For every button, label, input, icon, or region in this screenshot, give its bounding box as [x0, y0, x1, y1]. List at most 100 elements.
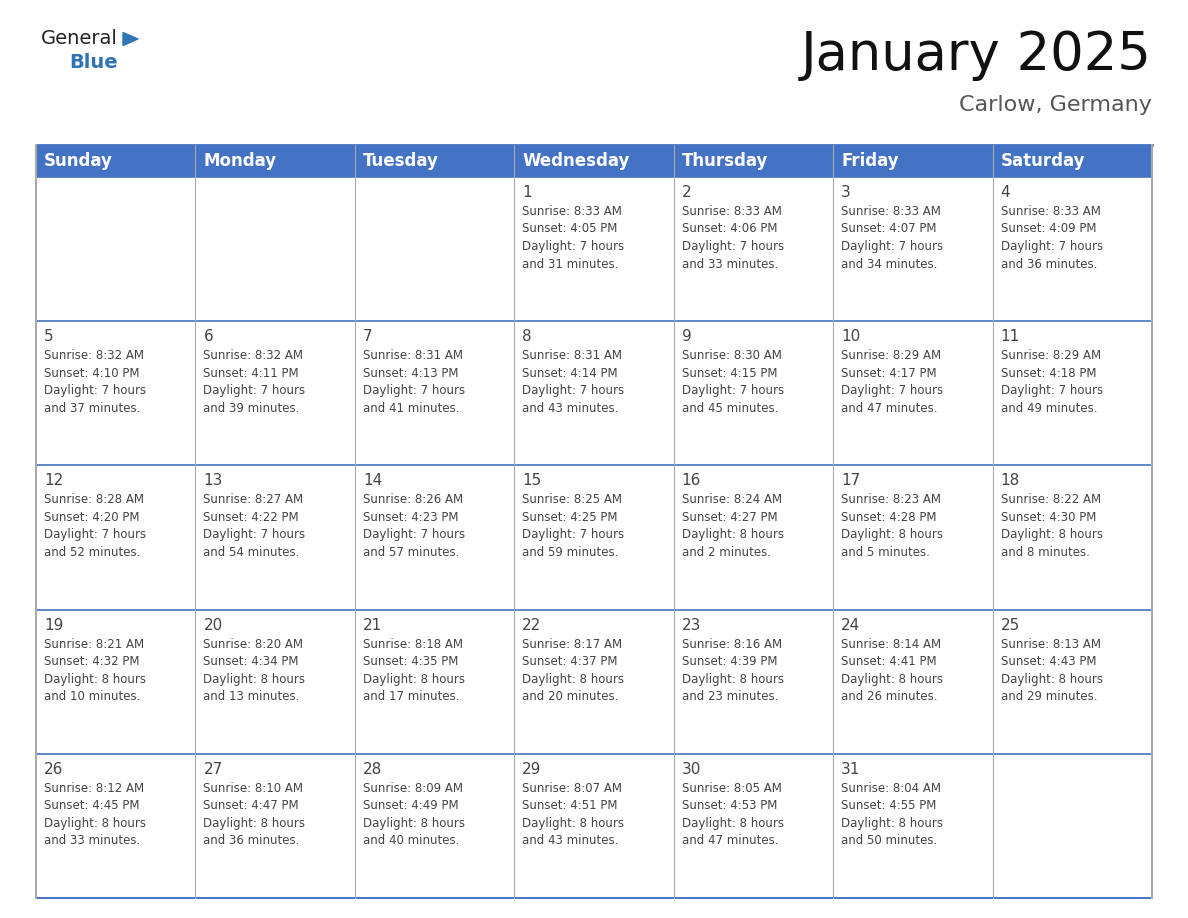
Text: Sunrise: 8:30 AM
Sunset: 4:15 PM
Daylight: 7 hours
and 45 minutes.: Sunrise: 8:30 AM Sunset: 4:15 PM Dayligh…: [682, 349, 784, 415]
Bar: [992, 177, 1152, 321]
Bar: [196, 321, 355, 465]
Text: Monday: Monday: [203, 152, 277, 170]
Text: Sunrise: 8:12 AM
Sunset: 4:45 PM
Daylight: 8 hours
and 33 minutes.: Sunrise: 8:12 AM Sunset: 4:45 PM Dayligh…: [44, 782, 146, 847]
Text: 6: 6: [203, 330, 213, 344]
Bar: [36, 177, 196, 321]
Text: Sunrise: 8:17 AM
Sunset: 4:37 PM
Daylight: 8 hours
and 20 minutes.: Sunrise: 8:17 AM Sunset: 4:37 PM Dayligh…: [523, 638, 624, 703]
Bar: [674, 321, 833, 465]
Text: 8: 8: [523, 330, 532, 344]
Text: Sunrise: 8:32 AM
Sunset: 4:11 PM
Daylight: 7 hours
and 39 minutes.: Sunrise: 8:32 AM Sunset: 4:11 PM Dayligh…: [203, 349, 305, 415]
Text: Sunrise: 8:33 AM
Sunset: 4:06 PM
Daylight: 7 hours
and 33 minutes.: Sunrise: 8:33 AM Sunset: 4:06 PM Dayligh…: [682, 205, 784, 271]
Bar: [514, 610, 674, 754]
Bar: [196, 610, 355, 754]
Text: Sunrise: 8:18 AM
Sunset: 4:35 PM
Daylight: 8 hours
and 17 minutes.: Sunrise: 8:18 AM Sunset: 4:35 PM Dayligh…: [362, 638, 465, 703]
Text: 23: 23: [682, 618, 701, 633]
Text: Sunrise: 8:24 AM
Sunset: 4:27 PM
Daylight: 8 hours
and 2 minutes.: Sunrise: 8:24 AM Sunset: 4:27 PM Dayligh…: [682, 493, 784, 559]
Text: 4: 4: [1000, 185, 1010, 200]
Text: Sunrise: 8:31 AM
Sunset: 4:13 PM
Daylight: 7 hours
and 41 minutes.: Sunrise: 8:31 AM Sunset: 4:13 PM Dayligh…: [362, 349, 465, 415]
Bar: [674, 610, 833, 754]
Text: 22: 22: [523, 618, 542, 633]
Text: 24: 24: [841, 618, 860, 633]
Text: 26: 26: [44, 762, 63, 777]
Bar: [514, 145, 674, 177]
Bar: [833, 145, 992, 177]
Text: 29: 29: [523, 762, 542, 777]
Text: 1: 1: [523, 185, 532, 200]
Text: Sunrise: 8:31 AM
Sunset: 4:14 PM
Daylight: 7 hours
and 43 minutes.: Sunrise: 8:31 AM Sunset: 4:14 PM Dayligh…: [523, 349, 625, 415]
Bar: [36, 465, 196, 610]
Bar: [196, 177, 355, 321]
Bar: [36, 321, 196, 465]
Text: 27: 27: [203, 762, 222, 777]
Text: Sunrise: 8:16 AM
Sunset: 4:39 PM
Daylight: 8 hours
and 23 minutes.: Sunrise: 8:16 AM Sunset: 4:39 PM Dayligh…: [682, 638, 784, 703]
Bar: [514, 321, 674, 465]
Text: Sunrise: 8:26 AM
Sunset: 4:23 PM
Daylight: 7 hours
and 57 minutes.: Sunrise: 8:26 AM Sunset: 4:23 PM Dayligh…: [362, 493, 465, 559]
Text: Sunrise: 8:33 AM
Sunset: 4:05 PM
Daylight: 7 hours
and 31 minutes.: Sunrise: 8:33 AM Sunset: 4:05 PM Dayligh…: [523, 205, 625, 271]
Text: Sunrise: 8:20 AM
Sunset: 4:34 PM
Daylight: 8 hours
and 13 minutes.: Sunrise: 8:20 AM Sunset: 4:34 PM Dayligh…: [203, 638, 305, 703]
Text: Sunrise: 8:22 AM
Sunset: 4:30 PM
Daylight: 8 hours
and 8 minutes.: Sunrise: 8:22 AM Sunset: 4:30 PM Dayligh…: [1000, 493, 1102, 559]
Text: Sunrise: 8:25 AM
Sunset: 4:25 PM
Daylight: 7 hours
and 59 minutes.: Sunrise: 8:25 AM Sunset: 4:25 PM Dayligh…: [523, 493, 625, 559]
Text: Carlow, Germany: Carlow, Germany: [959, 95, 1152, 115]
Bar: [833, 610, 992, 754]
Text: Sunrise: 8:29 AM
Sunset: 4:18 PM
Daylight: 7 hours
and 49 minutes.: Sunrise: 8:29 AM Sunset: 4:18 PM Dayligh…: [1000, 349, 1102, 415]
Text: Saturday: Saturday: [1000, 152, 1085, 170]
Text: 13: 13: [203, 474, 223, 488]
Bar: [355, 465, 514, 610]
Text: 25: 25: [1000, 618, 1019, 633]
Text: Sunrise: 8:21 AM
Sunset: 4:32 PM
Daylight: 8 hours
and 10 minutes.: Sunrise: 8:21 AM Sunset: 4:32 PM Dayligh…: [44, 638, 146, 703]
Bar: [355, 177, 514, 321]
Text: January 2025: January 2025: [801, 29, 1152, 81]
Bar: [674, 145, 833, 177]
Bar: [36, 610, 196, 754]
Text: 19: 19: [44, 618, 63, 633]
Bar: [833, 177, 992, 321]
Text: Sunrise: 8:04 AM
Sunset: 4:55 PM
Daylight: 8 hours
and 50 minutes.: Sunrise: 8:04 AM Sunset: 4:55 PM Dayligh…: [841, 782, 943, 847]
Bar: [196, 465, 355, 610]
Bar: [196, 754, 355, 898]
Text: Sunrise: 8:33 AM
Sunset: 4:07 PM
Daylight: 7 hours
and 34 minutes.: Sunrise: 8:33 AM Sunset: 4:07 PM Dayligh…: [841, 205, 943, 271]
Bar: [674, 754, 833, 898]
Text: 28: 28: [362, 762, 383, 777]
Text: Sunrise: 8:29 AM
Sunset: 4:17 PM
Daylight: 7 hours
and 47 minutes.: Sunrise: 8:29 AM Sunset: 4:17 PM Dayligh…: [841, 349, 943, 415]
Bar: [992, 145, 1152, 177]
Bar: [355, 321, 514, 465]
Text: 12: 12: [44, 474, 63, 488]
Text: 10: 10: [841, 330, 860, 344]
Text: 16: 16: [682, 474, 701, 488]
Text: 15: 15: [523, 474, 542, 488]
Bar: [196, 145, 355, 177]
Text: Sunrise: 8:32 AM
Sunset: 4:10 PM
Daylight: 7 hours
and 37 minutes.: Sunrise: 8:32 AM Sunset: 4:10 PM Dayligh…: [44, 349, 146, 415]
Text: 7: 7: [362, 330, 373, 344]
Text: 18: 18: [1000, 474, 1019, 488]
Bar: [674, 177, 833, 321]
Text: Sunrise: 8:09 AM
Sunset: 4:49 PM
Daylight: 8 hours
and 40 minutes.: Sunrise: 8:09 AM Sunset: 4:49 PM Dayligh…: [362, 782, 465, 847]
Bar: [833, 754, 992, 898]
Text: Sunrise: 8:28 AM
Sunset: 4:20 PM
Daylight: 7 hours
and 52 minutes.: Sunrise: 8:28 AM Sunset: 4:20 PM Dayligh…: [44, 493, 146, 559]
Text: 21: 21: [362, 618, 383, 633]
Text: 11: 11: [1000, 330, 1019, 344]
Bar: [514, 754, 674, 898]
Text: 3: 3: [841, 185, 851, 200]
Text: Wednesday: Wednesday: [523, 152, 630, 170]
Bar: [992, 754, 1152, 898]
Text: 20: 20: [203, 618, 222, 633]
Text: Sunrise: 8:10 AM
Sunset: 4:47 PM
Daylight: 8 hours
and 36 minutes.: Sunrise: 8:10 AM Sunset: 4:47 PM Dayligh…: [203, 782, 305, 847]
Text: Friday: Friday: [841, 152, 899, 170]
Text: 2: 2: [682, 185, 691, 200]
Text: Blue: Blue: [69, 53, 118, 73]
Text: Sunrise: 8:23 AM
Sunset: 4:28 PM
Daylight: 8 hours
and 5 minutes.: Sunrise: 8:23 AM Sunset: 4:28 PM Dayligh…: [841, 493, 943, 559]
Polygon shape: [124, 32, 138, 46]
Text: Sunday: Sunday: [44, 152, 113, 170]
Bar: [833, 465, 992, 610]
Text: Sunrise: 8:13 AM
Sunset: 4:43 PM
Daylight: 8 hours
and 29 minutes.: Sunrise: 8:13 AM Sunset: 4:43 PM Dayligh…: [1000, 638, 1102, 703]
Bar: [992, 321, 1152, 465]
Bar: [514, 465, 674, 610]
Text: Tuesday: Tuesday: [362, 152, 438, 170]
Text: 14: 14: [362, 474, 383, 488]
Text: Sunrise: 8:33 AM
Sunset: 4:09 PM
Daylight: 7 hours
and 36 minutes.: Sunrise: 8:33 AM Sunset: 4:09 PM Dayligh…: [1000, 205, 1102, 271]
Bar: [355, 145, 514, 177]
Text: 9: 9: [682, 330, 691, 344]
Bar: [514, 177, 674, 321]
Bar: [674, 465, 833, 610]
Text: Thursday: Thursday: [682, 152, 769, 170]
